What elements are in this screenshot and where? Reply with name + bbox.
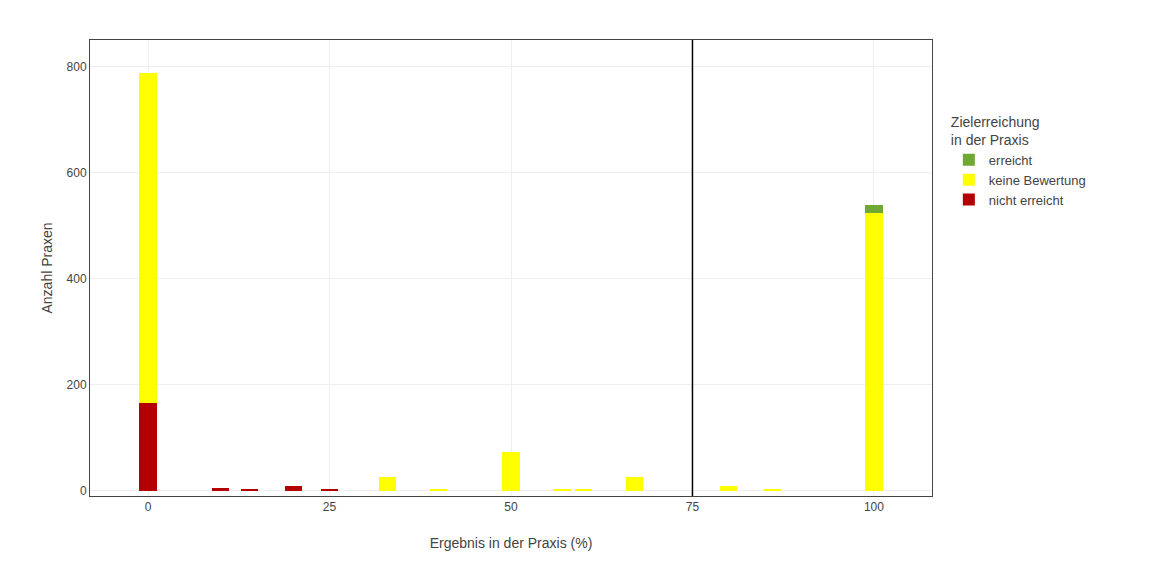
svg-text:Ergebnis in der Praxis (%): Ergebnis in der Praxis (%): [430, 535, 593, 551]
svg-text:25: 25: [323, 500, 337, 514]
svg-text:75: 75: [686, 500, 700, 514]
svg-text:400: 400: [67, 272, 87, 286]
svg-text:800: 800: [67, 60, 87, 74]
svg-text:erreicht: erreicht: [989, 153, 1033, 168]
svg-text:nicht erreicht: nicht erreicht: [989, 193, 1064, 208]
svg-text:50: 50: [504, 500, 518, 514]
svg-text:0: 0: [80, 484, 87, 498]
svg-text:Anzahl Praxen: Anzahl Praxen: [39, 222, 55, 313]
svg-text:200: 200: [67, 378, 87, 392]
svg-text:100: 100: [864, 500, 884, 514]
svg-text:0: 0: [145, 500, 152, 514]
svg-text:600: 600: [67, 166, 87, 180]
svg-text:Zielerreichungin der Praxis: Zielerreichungin der Praxis: [951, 114, 1040, 148]
svg-text:keine Bewertung: keine Bewertung: [989, 173, 1086, 188]
